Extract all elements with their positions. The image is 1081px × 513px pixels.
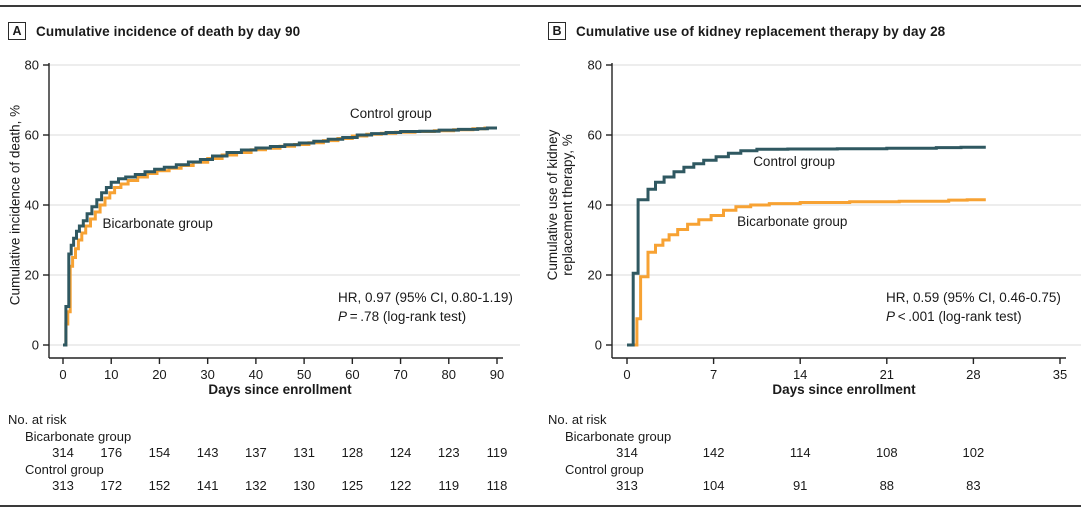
risk-value: 172 — [100, 478, 123, 493]
x-tick-label: 0 — [59, 367, 66, 382]
risk-value: 119 — [486, 445, 508, 460]
risk-value: 143 — [196, 445, 219, 460]
p-symbol: P — [338, 309, 348, 324]
bottom-rule — [0, 505, 1081, 507]
risk-value: 142 — [702, 445, 725, 460]
panel-a-title: Cumulative incidence of death by day 90 — [36, 23, 301, 39]
bicarbonate-curve-label: Bicarbonate group — [103, 216, 213, 231]
chart-b: 0 20 40 60 80 0 7 14 21 28 35 Bicarbonate group Cont… — [588, 58, 1081, 382]
risk-value: 313 — [616, 478, 638, 493]
panel-a-p-text: P = .78 (log-rank test) — [338, 307, 513, 326]
bicarbonate-curve — [627, 198, 986, 347]
risk-value: 130 — [293, 478, 315, 493]
chart-a: 0 20 40 60 80 0 10 20 30 40 50 60 70 80 90 Bicarbonate … — [25, 58, 520, 382]
control-curve — [627, 145, 986, 347]
y-tick-label: 80 — [25, 58, 39, 73]
panel-b-risk-table: No. at risk Bicarbonate group Control gr… — [540, 0, 1081, 513]
y-tick-label: 20 — [25, 268, 39, 283]
x-tick-label: 80 — [442, 367, 456, 382]
risk-value: 132 — [245, 478, 267, 493]
panel-b-title-row: B Cumulative use of kidney replacement t… — [548, 22, 945, 40]
x-tick-label: 10 — [104, 367, 118, 382]
risk-value: 176 — [100, 445, 123, 460]
risk-value: 104 — [702, 478, 725, 493]
risk-value: 88 — [879, 478, 895, 493]
risk-value: 114 — [789, 445, 811, 460]
x-tick-label: 90 — [490, 367, 504, 382]
p-symbol: P — [886, 309, 896, 324]
risk-group-control: Control group — [565, 462, 644, 477]
y-tick-label: 40 — [25, 198, 39, 213]
x-tick-label: 50 — [297, 367, 311, 382]
top-rule — [0, 5, 1081, 7]
risk-value: 152 — [148, 478, 171, 493]
risk-value: 118 — [486, 478, 508, 493]
risk-value: 122 — [389, 478, 412, 493]
control-curve-label: Control group — [753, 154, 835, 169]
panel-b-annotation: HR, 0.59 (95% CI, 0.46-0.75) P < .001 (l… — [886, 288, 1061, 326]
control-curve — [63, 126, 497, 347]
control-curve-label: Control group — [350, 106, 432, 121]
panel-a-letter: A — [12, 24, 22, 38]
panel-a-xlabel: Days since enrollment — [208, 382, 352, 397]
risk-value: 123 — [437, 445, 460, 460]
panel-b-p-text: P < .001 (log-rank test) — [886, 307, 1061, 326]
y-tick-label: 20 — [588, 268, 602, 283]
bicarbonate-curve-label: Bicarbonate group — [737, 214, 847, 229]
x-tick-label: 28 — [966, 367, 980, 382]
risk-value: 125 — [341, 478, 364, 493]
y-tick-label: 0 — [595, 338, 602, 353]
risk-value: 119 — [438, 478, 460, 493]
risk-title: No. at risk — [548, 412, 607, 427]
risk-value: 131 — [293, 445, 315, 460]
y-tick-label: 40 — [588, 198, 602, 213]
panel-a-annotation: HR, 0.97 (95% CI, 0.80-1.19) P = .78 (lo… — [338, 288, 513, 326]
x-tick-label: 7 — [710, 367, 717, 382]
panel-b-title: Cumulative use of kidney replacement the… — [576, 23, 946, 39]
risk-title: No. at risk — [8, 412, 67, 427]
risk-value: 91 — [792, 478, 808, 493]
x-tick-label: 70 — [393, 367, 407, 382]
panel-b-letter-box: B — [548, 22, 566, 40]
panel-a-hr-text: HR, 0.97 (95% CI, 0.80-1.19) — [338, 290, 513, 305]
risk-group-bicarbonate: Bicarbonate group — [25, 429, 132, 444]
y-tick-label: 0 — [32, 338, 39, 353]
risk-value: 83 — [966, 478, 981, 493]
x-tick-label: 60 — [345, 367, 359, 382]
x-tick-label: 14 — [793, 367, 807, 382]
panel-a-letter-box: A — [8, 22, 26, 40]
x-tick-label: 21 — [880, 367, 894, 382]
panel-b: B Cumulative use of kidney replacement t… — [540, 0, 1081, 513]
y-tick-label: 60 — [588, 128, 602, 143]
x-tick-label: 30 — [200, 367, 214, 382]
panel-b-letter: B — [552, 24, 562, 38]
panel-b-hr-text: HR, 0.59 (95% CI, 0.46-0.75) — [886, 290, 1061, 305]
x-tick-label: 20 — [152, 367, 166, 382]
p-value: < .001 (log-rank test) — [895, 309, 1022, 324]
y-tick-label: 60 — [25, 128, 39, 143]
risk-group-control: Control group — [25, 462, 104, 477]
panel-b-xlabel: Days since enrollment — [772, 382, 916, 397]
y-tick-label: 80 — [588, 58, 602, 73]
risk-value: 314 — [616, 445, 638, 460]
panel-a: A Cumulative incidence of death by day 9… — [0, 0, 540, 513]
x-tick-label: 35 — [1053, 367, 1067, 382]
x-tick-label: 40 — [249, 367, 263, 382]
risk-value: 154 — [148, 445, 171, 460]
panel-a-title-row: A Cumulative incidence of death by day 9… — [8, 22, 300, 40]
risk-value: 314 — [52, 445, 74, 460]
risk-value: 141 — [196, 478, 219, 493]
x-tick-label: 0 — [623, 367, 630, 382]
risk-group-bicarbonate: Bicarbonate group — [565, 429, 672, 444]
risk-value: 102 — [962, 445, 985, 460]
risk-value: 128 — [341, 445, 364, 460]
risk-value: 137 — [245, 445, 267, 460]
risk-value: 108 — [875, 445, 898, 460]
risk-value: 124 — [389, 445, 412, 460]
p-value: = .78 (log-rank test) — [347, 309, 467, 324]
panel-a-risk-table: No. at risk Bicarbonate group Control gr… — [0, 0, 540, 513]
risk-value: 313 — [52, 478, 74, 493]
